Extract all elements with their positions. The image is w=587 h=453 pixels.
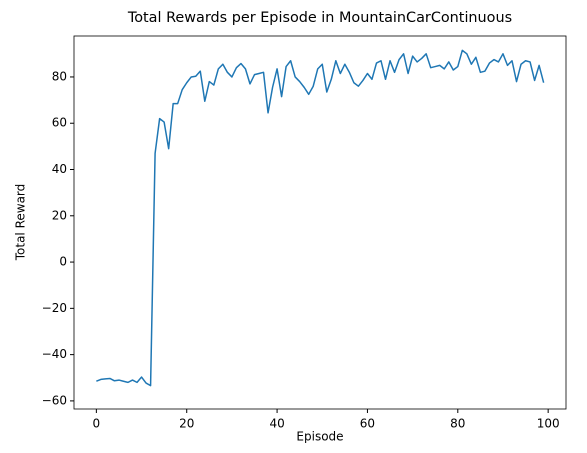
x-tick-label: 20 (179, 417, 194, 431)
y-tick-label: 80 (52, 69, 67, 83)
y-tick-label: 40 (52, 162, 67, 176)
x-tick-label: 80 (450, 417, 465, 431)
x-tick-label: 100 (537, 417, 560, 431)
y-tick-label: 20 (52, 208, 67, 222)
y-tick-label: −40 (42, 347, 67, 361)
y-tick-label: −20 (42, 301, 67, 315)
chart-title: Total Rewards per Episode in MountainCar… (127, 10, 512, 26)
x-tick-label: 60 (360, 417, 375, 431)
x-tick-label: 40 (269, 417, 284, 431)
y-axis-label: Total Reward (14, 184, 28, 262)
y-tick-label: 0 (59, 255, 67, 269)
y-tick-label: 60 (52, 116, 67, 130)
y-tick-label: −60 (42, 393, 67, 407)
line-series (96, 49, 545, 387)
x-axis-label: Episode (296, 430, 343, 444)
x-tick-label: 0 (93, 417, 101, 431)
plot-frame (73, 35, 567, 410)
